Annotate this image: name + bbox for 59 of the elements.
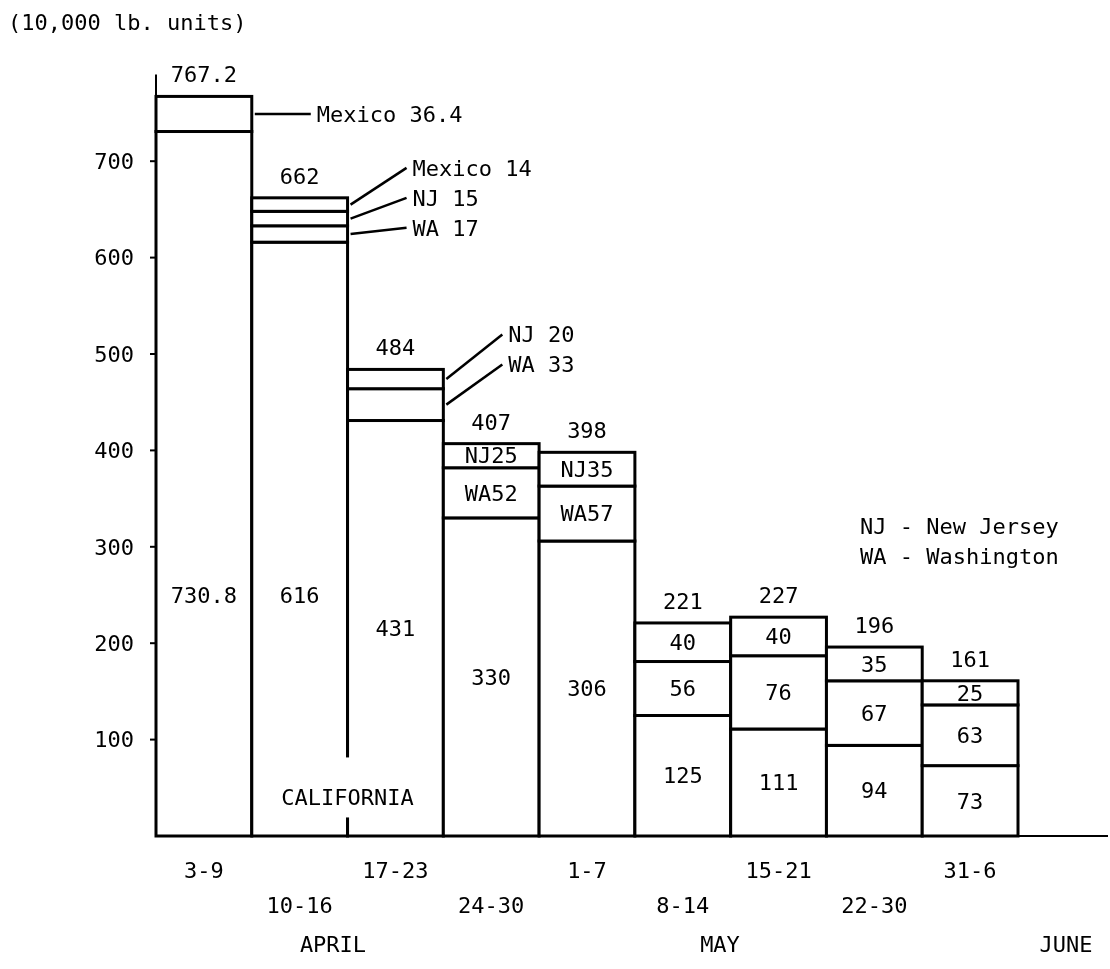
data-label: NJ25 <box>464 443 518 469</box>
series-label: CALIFORNIA <box>281 785 414 811</box>
data-label: NJ 15 <box>412 185 479 211</box>
y-tick-label: 700 <box>94 148 134 174</box>
total-label: 662 <box>279 163 320 189</box>
y-tick-label: 100 <box>94 727 134 753</box>
data-label: Mexico 14 <box>412 155 532 181</box>
total-label: 407 <box>471 409 512 435</box>
x-tick-label: 24-30 <box>458 892 525 918</box>
annotation: NJ - New Jersey <box>860 513 1059 539</box>
data-label: 306 <box>567 676 607 702</box>
total-label: 398 <box>567 418 607 444</box>
total-label: 196 <box>854 613 895 639</box>
data-label: 40 <box>765 624 792 650</box>
data-label: 94 <box>861 778 888 804</box>
x-tick-label: 10-16 <box>266 892 333 918</box>
data-label: 56 <box>669 676 697 702</box>
x-tick-label: 17-23 <box>362 857 429 883</box>
total-label: 484 <box>375 335 416 361</box>
data-label: WA 33 <box>508 352 575 378</box>
x-tick-label: 22-30 <box>841 892 908 918</box>
total-label: 227 <box>758 583 799 609</box>
text: JUNE <box>1039 931 1093 957</box>
x-tick-label: 31-6 <box>943 857 997 883</box>
data-label: NJ 20 <box>508 322 575 348</box>
y-tick-label: 300 <box>94 534 134 560</box>
x-tick-label: 8-14 <box>656 892 710 918</box>
data-label: 330 <box>471 664 512 690</box>
annotation: WA - Washington <box>860 543 1059 569</box>
data-label: 67 <box>861 700 888 726</box>
text: MAY <box>700 931 740 957</box>
x-tick-label: 15-21 <box>745 857 812 883</box>
x-tick-label: 1-7 <box>567 857 607 883</box>
y-tick-label: 500 <box>94 341 134 367</box>
data-label: WA57 <box>560 501 614 527</box>
y-tick-label: 400 <box>94 438 134 464</box>
data-label: 35 <box>861 651 888 677</box>
total-label: 161 <box>950 646 990 672</box>
y-axis-title: (10,000 lb. units) <box>8 10 247 35</box>
total-label: 221 <box>662 588 703 614</box>
data-label: 730.8 <box>170 582 238 608</box>
data-label: 431 <box>375 615 416 641</box>
data-label: 25 <box>956 680 984 706</box>
total-label: 767.2 <box>170 62 238 88</box>
data-label: 111 <box>758 770 799 796</box>
data-label: NJ35 <box>560 456 614 482</box>
data-label: Mexico 36.4 <box>316 101 463 127</box>
y-tick-label: 200 <box>94 630 134 656</box>
data-label: 40 <box>669 629 697 655</box>
data-label: 63 <box>956 722 984 748</box>
data-label: WA52 <box>464 480 518 506</box>
x-tick-label: 3-9 <box>184 857 224 883</box>
data-label: 616 <box>279 582 320 608</box>
data-label: 76 <box>765 680 792 706</box>
text: APRIL <box>299 931 367 957</box>
data-label: 125 <box>662 763 703 789</box>
data-label: 73 <box>956 788 984 814</box>
y-tick-label: 600 <box>94 245 134 271</box>
data-label: WA 17 <box>412 215 479 241</box>
